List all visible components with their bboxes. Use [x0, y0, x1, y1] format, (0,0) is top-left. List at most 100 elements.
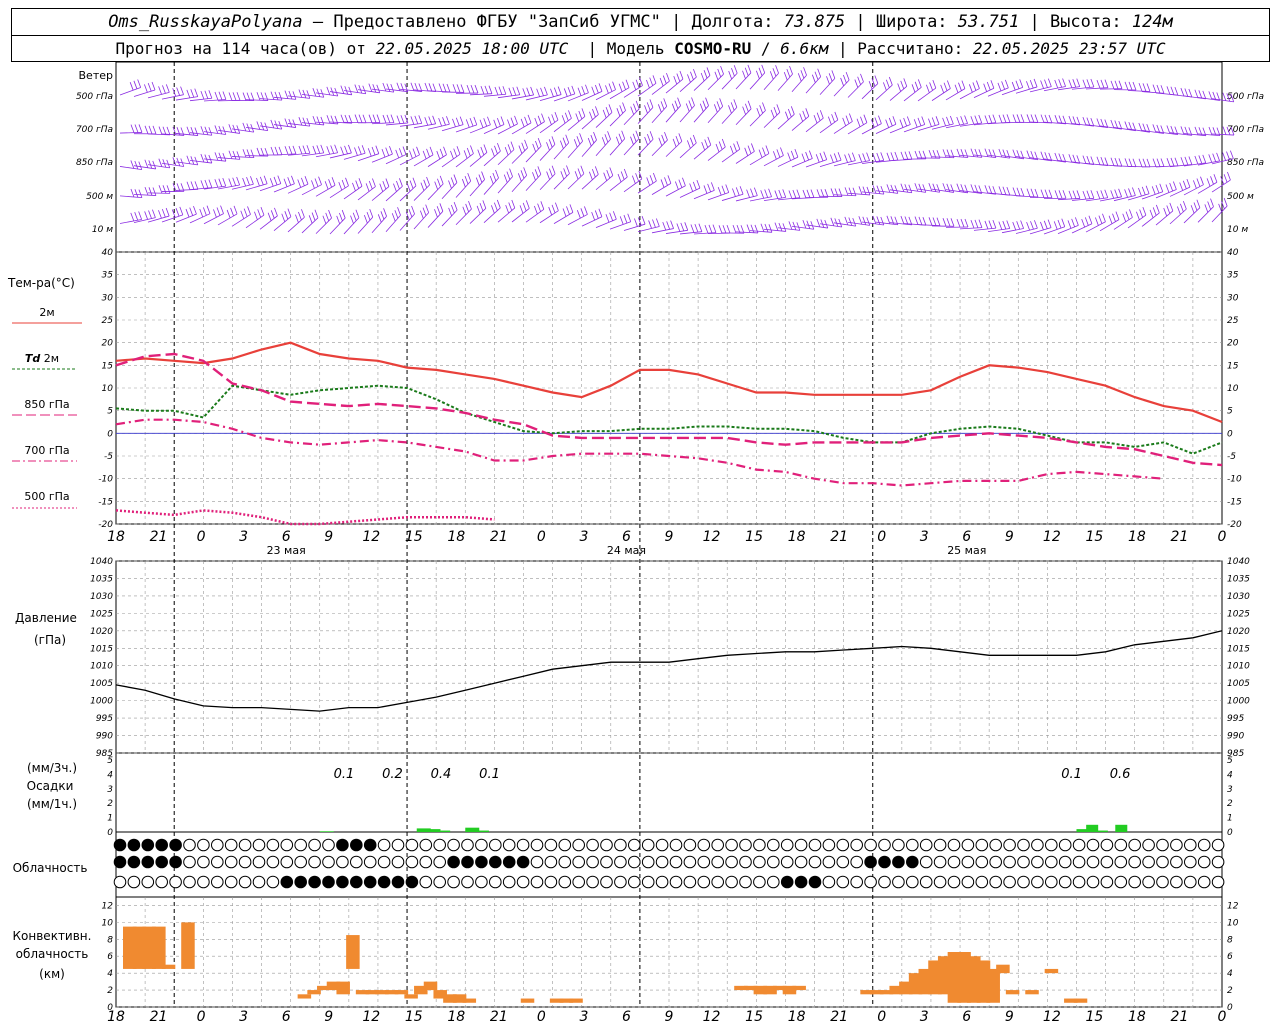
wind-feather [483, 144, 488, 153]
wind-feather [208, 127, 213, 136]
precip-annotation: 0.1 [479, 767, 500, 782]
cloud-cover-circle [308, 855, 321, 869]
wind-barb [315, 184, 336, 197]
wind-feather [708, 224, 713, 234]
wind-feather [760, 223, 765, 232]
wind-feather [870, 119, 875, 128]
wind-feather [1128, 121, 1133, 131]
wind-barb [945, 155, 968, 158]
wind-feather [488, 85, 493, 94]
wind-feather [1100, 190, 1105, 199]
wind-feather [591, 86, 596, 95]
temp-tick-left: -15 [98, 497, 113, 507]
wind-feather [130, 212, 135, 222]
wind-barb [1057, 198, 1080, 201]
wind-feather [214, 179, 219, 188]
wind-barb [567, 140, 583, 159]
wind-feather [554, 202, 559, 211]
wind-feather [644, 105, 648, 114]
cloud-cover-circle [447, 838, 460, 852]
cloud-cover-circle [725, 855, 738, 869]
wind-feather [918, 150, 923, 160]
wind-feather [216, 207, 221, 216]
wind-barb [777, 197, 800, 201]
wind-barb [735, 72, 752, 90]
wind-barb [189, 97, 212, 102]
cloud-cover-circle [1086, 838, 1100, 852]
wind-feather [1124, 158, 1129, 167]
wind-feather [436, 150, 441, 160]
wind-feather [736, 141, 741, 150]
precip-bar [465, 827, 480, 832]
cloud-cover-circle [794, 838, 808, 852]
wind-feather [598, 208, 603, 217]
wind-feather [1076, 190, 1081, 199]
cloud-cover-circle [1045, 838, 1058, 852]
wind-feather [679, 70, 684, 80]
wind-feather [834, 111, 839, 121]
wind-feather [1190, 205, 1195, 214]
wind-feather [1002, 220, 1007, 230]
wind-feather [478, 174, 483, 183]
precip-annotation: 0.6 [1110, 767, 1131, 782]
wind-feather [158, 185, 163, 194]
cloud-cover-circle [919, 875, 933, 889]
wind-feather [295, 214, 299, 223]
wind-barb [1211, 98, 1234, 103]
t850-legend: 850 гПа [24, 398, 69, 411]
wind-barb [399, 88, 422, 92]
wind-feather [1082, 155, 1087, 164]
cloud-cover-circle [906, 875, 919, 889]
temp-tick-right: 10 [1227, 384, 1239, 394]
cloud-cover-circle [475, 875, 488, 889]
wind-feather [393, 183, 397, 192]
wind-feather [976, 80, 980, 89]
conv-bar [870, 990, 884, 995]
wind-feather [277, 175, 282, 184]
wind-feather [306, 90, 311, 99]
wind-feather [1216, 152, 1220, 162]
wind-feather [391, 213, 396, 222]
cloud-cover-circle [516, 838, 530, 852]
wind-feather [811, 74, 816, 83]
wind-feather [644, 136, 648, 146]
wind-feather [1002, 114, 1007, 123]
wind-feather [267, 212, 272, 221]
wind-feather [858, 186, 863, 195]
wind-feather [830, 188, 835, 197]
wind-barb [161, 214, 183, 223]
wind-feather [133, 80, 138, 89]
wind-feather [655, 218, 660, 227]
cloud-cover-circle [169, 855, 182, 869]
wind-feather [842, 74, 847, 84]
wind-barb [133, 89, 156, 97]
cloud-cover-circle [238, 838, 252, 852]
wind-barb [1169, 164, 1192, 168]
cloud-cover-circle [725, 875, 738, 889]
wind-barb [539, 210, 559, 224]
cloud-cover-circle [1128, 838, 1141, 852]
wind-feather [453, 201, 458, 211]
wind-feather [625, 79, 630, 88]
wind-feather [1202, 154, 1207, 164]
wind-feather [1030, 188, 1035, 197]
wind-barb [315, 92, 338, 97]
wind-barb [231, 156, 254, 159]
wind-feather [1043, 220, 1048, 229]
wind-feather [510, 141, 515, 150]
wind-feather [461, 178, 466, 188]
cloud-cover-circle [906, 855, 919, 869]
precip-bar [1095, 830, 1108, 832]
wind-feather [1170, 86, 1175, 95]
wind-barb [1071, 223, 1093, 234]
wind-barb [875, 221, 898, 226]
wind-barb [1141, 191, 1163, 200]
wind-feather [904, 151, 909, 160]
cloud-cover-circle [1170, 875, 1183, 889]
wind-barb [245, 99, 268, 101]
wind-feather [942, 117, 946, 127]
wind-feather [1166, 86, 1171, 95]
conv-bar [773, 985, 787, 991]
cloud-cover-circle [864, 855, 877, 869]
pres-tick-left: 985 [96, 749, 113, 759]
